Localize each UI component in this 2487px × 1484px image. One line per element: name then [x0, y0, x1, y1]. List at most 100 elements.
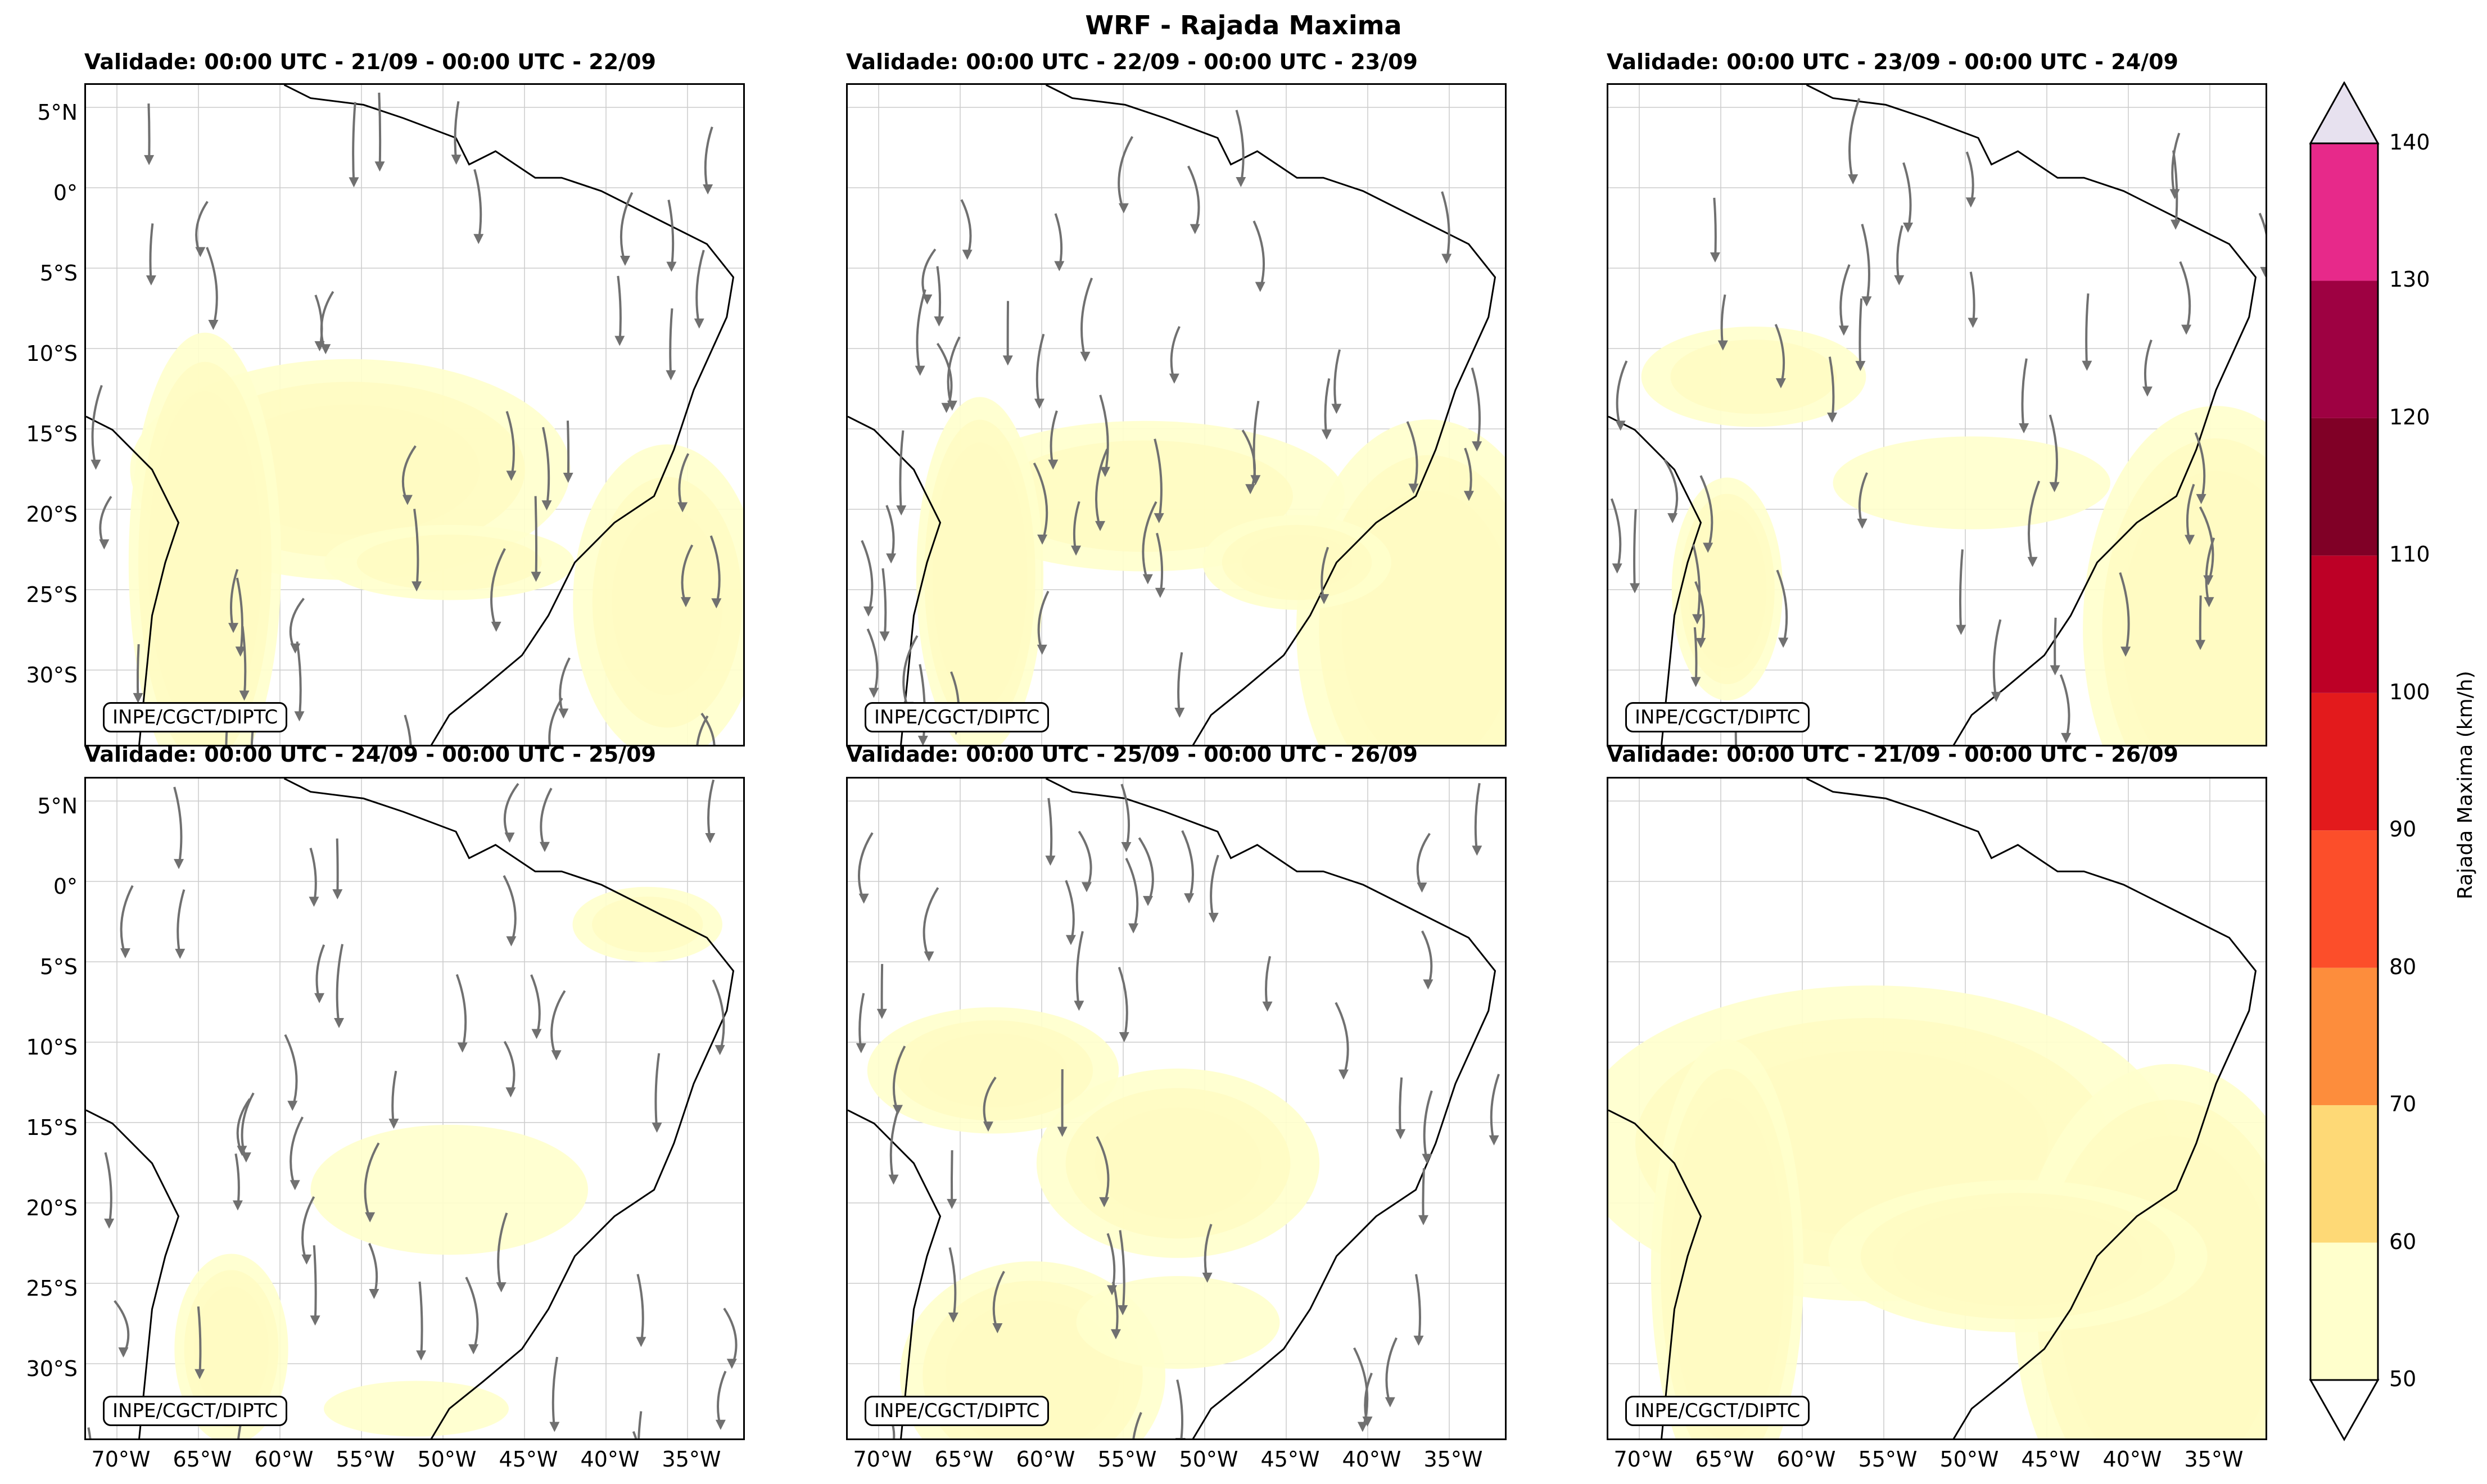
- streamline-arrow: [1155, 587, 1165, 598]
- streamline: [669, 308, 673, 378]
- streamline-arrow: [551, 1050, 562, 1061]
- streamline: [723, 1307, 738, 1367]
- streamline: [455, 974, 467, 1051]
- streamline-arrow: [1630, 583, 1640, 594]
- panel-title: Validade: 00:00 UTC - 21/09 - 00:00 UTC …: [84, 49, 656, 74]
- streamline: [899, 430, 905, 514]
- streamline-arrow: [915, 365, 925, 376]
- streamline: [490, 548, 506, 630]
- streamline: [234, 1153, 240, 1209]
- streamline: [91, 384, 103, 468]
- y-tick-label: 10°S: [26, 341, 78, 366]
- streamline: [1414, 1274, 1421, 1344]
- coastline: [1806, 779, 2257, 1438]
- streamline: [617, 275, 622, 344]
- streamline: [147, 103, 151, 163]
- streamline: [695, 250, 705, 327]
- streamline-arrow: [934, 316, 944, 327]
- streamline-arrow: [1441, 254, 1452, 264]
- streamline-arrow: [539, 841, 550, 852]
- streamline-arrow: [2082, 360, 2092, 371]
- colorbar-segment: [2310, 1242, 2378, 1380]
- streamline-arrow: [232, 1200, 243, 1211]
- gust-area: [324, 524, 575, 600]
- x-tick-label: 65°W: [173, 1447, 232, 1472]
- streamline: [889, 1109, 899, 1183]
- panel-title: Validade: 00:00 UTC - 21/09 - 00:00 UTC …: [1607, 742, 2178, 767]
- y-tick-label: 10°S: [26, 1035, 78, 1060]
- streamline-arrow: [1190, 224, 1200, 234]
- streamline: [916, 289, 926, 374]
- streamline: [315, 944, 325, 1002]
- streamline: [923, 887, 939, 960]
- streamline: [1095, 449, 1109, 530]
- streamline-arrow: [1413, 1336, 1424, 1346]
- streamline-arrow: [614, 336, 625, 346]
- streamline: [2258, 212, 2266, 275]
- streamline-arrow: [636, 1337, 646, 1347]
- streamline: [542, 427, 550, 509]
- streamline-arrow: [1968, 318, 1978, 328]
- streamline-arrow: [1236, 177, 1246, 188]
- streamline-arrow: [1119, 1032, 1129, 1043]
- streamline-arrow: [1615, 420, 1626, 431]
- streamline: [540, 788, 553, 850]
- map-panel: INPE/CGCT/DIPTC: [1607, 777, 2267, 1440]
- streamline: [700, 712, 716, 745]
- streamline-arrow: [1065, 935, 1076, 945]
- streamline: [1992, 619, 2002, 700]
- y-tick-label: 25°S: [26, 1276, 78, 1301]
- colorbar-segment: [2310, 693, 2378, 831]
- streamline-arrow: [506, 936, 517, 947]
- map-panel: INPE/CGCT/DIPTC: [1607, 83, 2267, 746]
- streamline-arrow: [1142, 574, 1153, 585]
- streamline: [2021, 358, 2028, 432]
- streamline-arrow: [241, 1152, 251, 1163]
- streamline-arrow: [506, 470, 517, 481]
- streamline-arrow: [91, 459, 101, 470]
- map-canvas: [1608, 85, 2266, 745]
- streamline-arrow: [620, 255, 630, 266]
- streamline: [391, 1070, 397, 1127]
- streamline: [881, 568, 887, 640]
- y-tick-label: 0°: [53, 180, 78, 205]
- streamline-arrow: [1362, 1417, 1373, 1427]
- streamline: [637, 1411, 643, 1438]
- streamline-arrow: [2181, 324, 2192, 335]
- gust-area: [310, 1124, 588, 1255]
- streamline-arrow: [1081, 882, 1092, 893]
- streamline-arrow: [1118, 1305, 1128, 1315]
- streamline: [2027, 481, 2041, 565]
- streamline: [465, 1277, 479, 1352]
- streamline: [2059, 674, 2070, 741]
- x-tick-label: 70°W: [853, 1447, 912, 1472]
- streamline: [1176, 1379, 1184, 1438]
- streamline-arrow: [531, 572, 541, 582]
- streamline-arrow: [1074, 1001, 1084, 1011]
- streamline-arrow: [1408, 483, 1419, 494]
- streamline-arrow: [1099, 1197, 1110, 1207]
- streamline-arrow: [879, 631, 890, 642]
- streamline: [1181, 830, 1194, 902]
- streamline-arrow: [1037, 535, 1048, 545]
- colorbar-under-triangle: [2309, 1379, 2380, 1442]
- streamline-arrow: [1903, 222, 1914, 233]
- colorbar-tick-label: 70: [2389, 1092, 2417, 1117]
- streamline: [707, 779, 715, 841]
- streamline-arrow: [491, 621, 501, 632]
- streamline: [1416, 833, 1431, 891]
- x-tick-label: 45°W: [1260, 1447, 1320, 1472]
- streamline-arrow: [1255, 282, 1265, 292]
- streamline: [1422, 1168, 1425, 1223]
- colorbar-segment: [2310, 967, 2378, 1106]
- streamline-arrow: [1667, 513, 1678, 523]
- streamline-arrow: [120, 948, 130, 958]
- streamline: [636, 1274, 644, 1345]
- streamline: [1421, 930, 1433, 988]
- streamline-arrow: [1418, 1215, 1428, 1225]
- streamline: [404, 714, 412, 745]
- streamline: [1099, 395, 1109, 475]
- x-tick-label: 45°W: [2021, 1447, 2081, 1472]
- gust-area: [1296, 419, 1505, 745]
- streamline: [206, 247, 218, 328]
